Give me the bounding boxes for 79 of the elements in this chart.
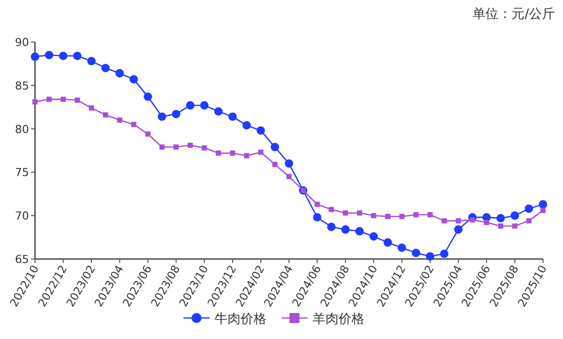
point (117, 118, 122, 123)
point (270, 142, 280, 152)
point (524, 204, 534, 213)
point (172, 110, 180, 118)
point (284, 159, 294, 168)
y-tick-label: 85 (15, 79, 29, 92)
point (538, 200, 548, 209)
point (413, 212, 419, 218)
point (398, 244, 406, 252)
point (158, 112, 166, 121)
point (73, 52, 82, 60)
point (74, 98, 80, 103)
point (101, 64, 110, 72)
point (214, 107, 223, 116)
point (130, 75, 138, 84)
point (399, 214, 404, 220)
point (470, 217, 476, 223)
point (44, 50, 54, 60)
point (426, 252, 434, 261)
point (87, 56, 96, 66)
point (230, 150, 236, 156)
point (30, 52, 40, 61)
point (46, 96, 52, 102)
point (512, 223, 518, 229)
point (242, 121, 251, 130)
point (454, 225, 463, 234)
point (59, 52, 68, 60)
point (341, 225, 350, 234)
point (412, 248, 420, 258)
point (256, 126, 265, 135)
y-tick-label: 75 (15, 166, 29, 180)
point (342, 210, 348, 216)
y-tick-label: 65 (15, 253, 29, 266)
point (228, 112, 237, 121)
point (200, 101, 209, 110)
point (159, 144, 165, 150)
point (102, 112, 108, 118)
point (510, 211, 519, 220)
point (286, 174, 292, 180)
point (145, 131, 150, 137)
point (258, 150, 264, 155)
text: 单位：元/公斤 (472, 7, 555, 22)
point (496, 214, 505, 222)
point (369, 232, 378, 241)
point (328, 206, 334, 212)
point (384, 238, 392, 247)
point (115, 69, 124, 78)
point (131, 122, 136, 128)
point (385, 214, 390, 220)
point (216, 150, 222, 156)
point (456, 218, 461, 224)
point (88, 105, 94, 111)
legend-label: 羊肉价格 (312, 312, 364, 327)
point (498, 223, 504, 229)
point (144, 92, 152, 101)
point (174, 144, 179, 150)
point (355, 227, 364, 236)
point (371, 213, 376, 218)
point (186, 101, 194, 110)
point (32, 99, 38, 104)
point (60, 96, 66, 102)
y-tick-label: 70 (15, 210, 29, 223)
y-tick-label: 80 (15, 122, 29, 136)
point (442, 218, 447, 224)
point (314, 202, 320, 207)
point (540, 208, 546, 213)
point (327, 222, 336, 232)
point (526, 218, 532, 224)
point (428, 212, 433, 218)
point (244, 153, 250, 158)
point (440, 250, 448, 258)
y-tick-label: 90 (15, 36, 29, 49)
point (188, 142, 193, 148)
legend-label: 牛肉价格 (214, 312, 266, 327)
point (272, 162, 278, 167)
point (356, 210, 362, 216)
point (313, 213, 322, 222)
point (202, 145, 207, 150)
point (484, 220, 490, 226)
